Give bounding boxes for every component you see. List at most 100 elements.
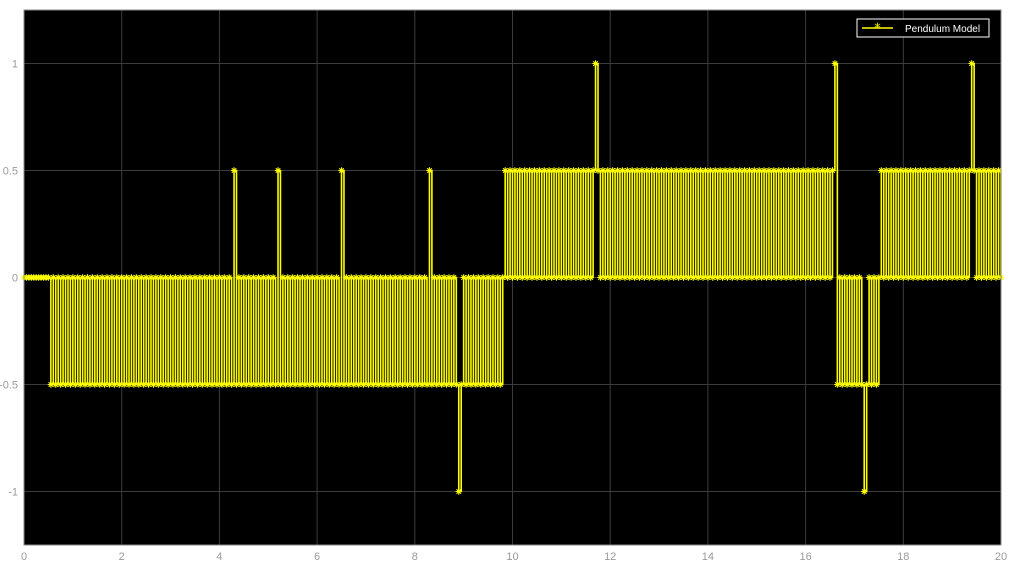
data-point-marker — [389, 381, 397, 388]
data-point-marker — [169, 381, 177, 388]
data-point-marker — [289, 274, 296, 281]
data-point-marker — [792, 274, 800, 281]
data-point-marker — [890, 274, 897, 281]
data-point-marker — [995, 167, 1002, 174]
data-point-marker — [357, 274, 365, 281]
data-point-marker — [643, 167, 651, 174]
data-point-marker — [738, 274, 746, 281]
data-point-marker — [340, 381, 348, 388]
data-point-marker — [853, 381, 861, 388]
data-point-marker — [164, 381, 172, 388]
data-point-marker — [836, 274, 843, 281]
data-point-marker — [362, 274, 370, 281]
data-point-marker — [961, 167, 968, 174]
data-point-marker — [330, 381, 338, 388]
x-tick-label: 12 — [604, 551, 616, 563]
data-point-marker — [914, 274, 922, 281]
data-point-marker — [538, 274, 546, 281]
data-point-marker — [697, 167, 704, 174]
data-point-marker — [922, 167, 929, 174]
data-point-marker — [511, 167, 519, 174]
data-point-marker — [98, 274, 106, 281]
data-point-marker — [45, 274, 52, 281]
data-point-marker — [582, 274, 589, 281]
data-point-marker — [804, 167, 812, 174]
data-point-marker — [929, 274, 936, 281]
data-point-marker — [186, 274, 194, 281]
data-point-marker — [125, 381, 133, 388]
data-point-marker — [563, 274, 570, 281]
data-point-marker — [218, 381, 226, 388]
data-point-marker — [726, 167, 734, 174]
data-point-marker — [621, 274, 629, 281]
data-point-marker — [323, 274, 331, 281]
data-point-marker — [96, 381, 103, 388]
data-point-marker — [311, 381, 318, 388]
data-point-marker — [802, 274, 809, 281]
data-point-marker — [731, 167, 738, 174]
data-point-marker — [414, 381, 421, 388]
data-point-marker — [501, 167, 509, 174]
data-point-marker — [829, 167, 836, 174]
data-point-marker — [958, 274, 966, 281]
data-point-marker — [548, 274, 555, 281]
data-point-marker — [775, 167, 782, 174]
data-point-marker — [247, 381, 255, 388]
data-point-marker — [211, 274, 218, 281]
data-point-marker — [990, 167, 997, 174]
data-point-marker — [103, 274, 111, 281]
data-point-marker — [895, 274, 902, 281]
data-point-marker — [594, 167, 602, 174]
data-point-marker — [973, 274, 980, 281]
data-point-marker — [50, 274, 57, 281]
data-point-marker — [260, 274, 267, 281]
data-point-marker — [409, 381, 416, 388]
data-point-marker — [479, 274, 487, 281]
x-tick-label: 14 — [702, 551, 714, 563]
data-point-marker — [194, 381, 201, 388]
data-point-marker — [658, 167, 665, 174]
data-point-marker — [196, 274, 204, 281]
data-point-marker — [497, 381, 504, 388]
data-point-marker — [592, 60, 599, 67]
data-point-marker — [870, 274, 878, 281]
data-point-marker — [401, 274, 409, 281]
data-point-marker — [118, 274, 125, 281]
data-point-marker — [230, 167, 238, 174]
data-point-marker — [162, 274, 169, 281]
data-point-marker — [746, 167, 753, 174]
data-point-marker — [834, 381, 841, 388]
data-point-marker — [313, 274, 321, 281]
data-point-marker — [824, 167, 831, 174]
data-point-marker — [602, 274, 609, 281]
data-point-marker — [489, 274, 497, 281]
data-point-marker — [988, 274, 995, 281]
data-point-marker — [101, 381, 108, 388]
data-point-marker — [309, 274, 316, 281]
data-point-marker — [72, 381, 79, 388]
data-point-marker — [734, 274, 741, 281]
data-point-marker — [86, 381, 94, 388]
data-point-marker — [975, 167, 983, 174]
data-point-marker — [770, 167, 778, 174]
data-point-marker — [282, 381, 289, 388]
data-point-marker — [616, 274, 624, 281]
data-point-marker — [553, 274, 560, 281]
data-point-marker — [223, 381, 230, 388]
data-point-marker — [690, 274, 697, 281]
data-point-marker — [69, 274, 77, 281]
data-point-marker — [624, 167, 631, 174]
data-point-marker — [926, 167, 934, 174]
data-point-marker — [47, 381, 55, 388]
y-tick-label: -0.5 — [0, 380, 18, 392]
data-point-marker — [856, 274, 863, 281]
data-point-marker — [367, 274, 375, 281]
data-point-marker — [631, 274, 638, 281]
data-point-marker — [729, 274, 736, 281]
data-point-marker — [900, 274, 907, 281]
data-point-marker — [934, 274, 941, 281]
data-point-marker — [795, 167, 802, 174]
data-point-marker — [301, 381, 309, 388]
data-point-marker — [843, 381, 851, 388]
